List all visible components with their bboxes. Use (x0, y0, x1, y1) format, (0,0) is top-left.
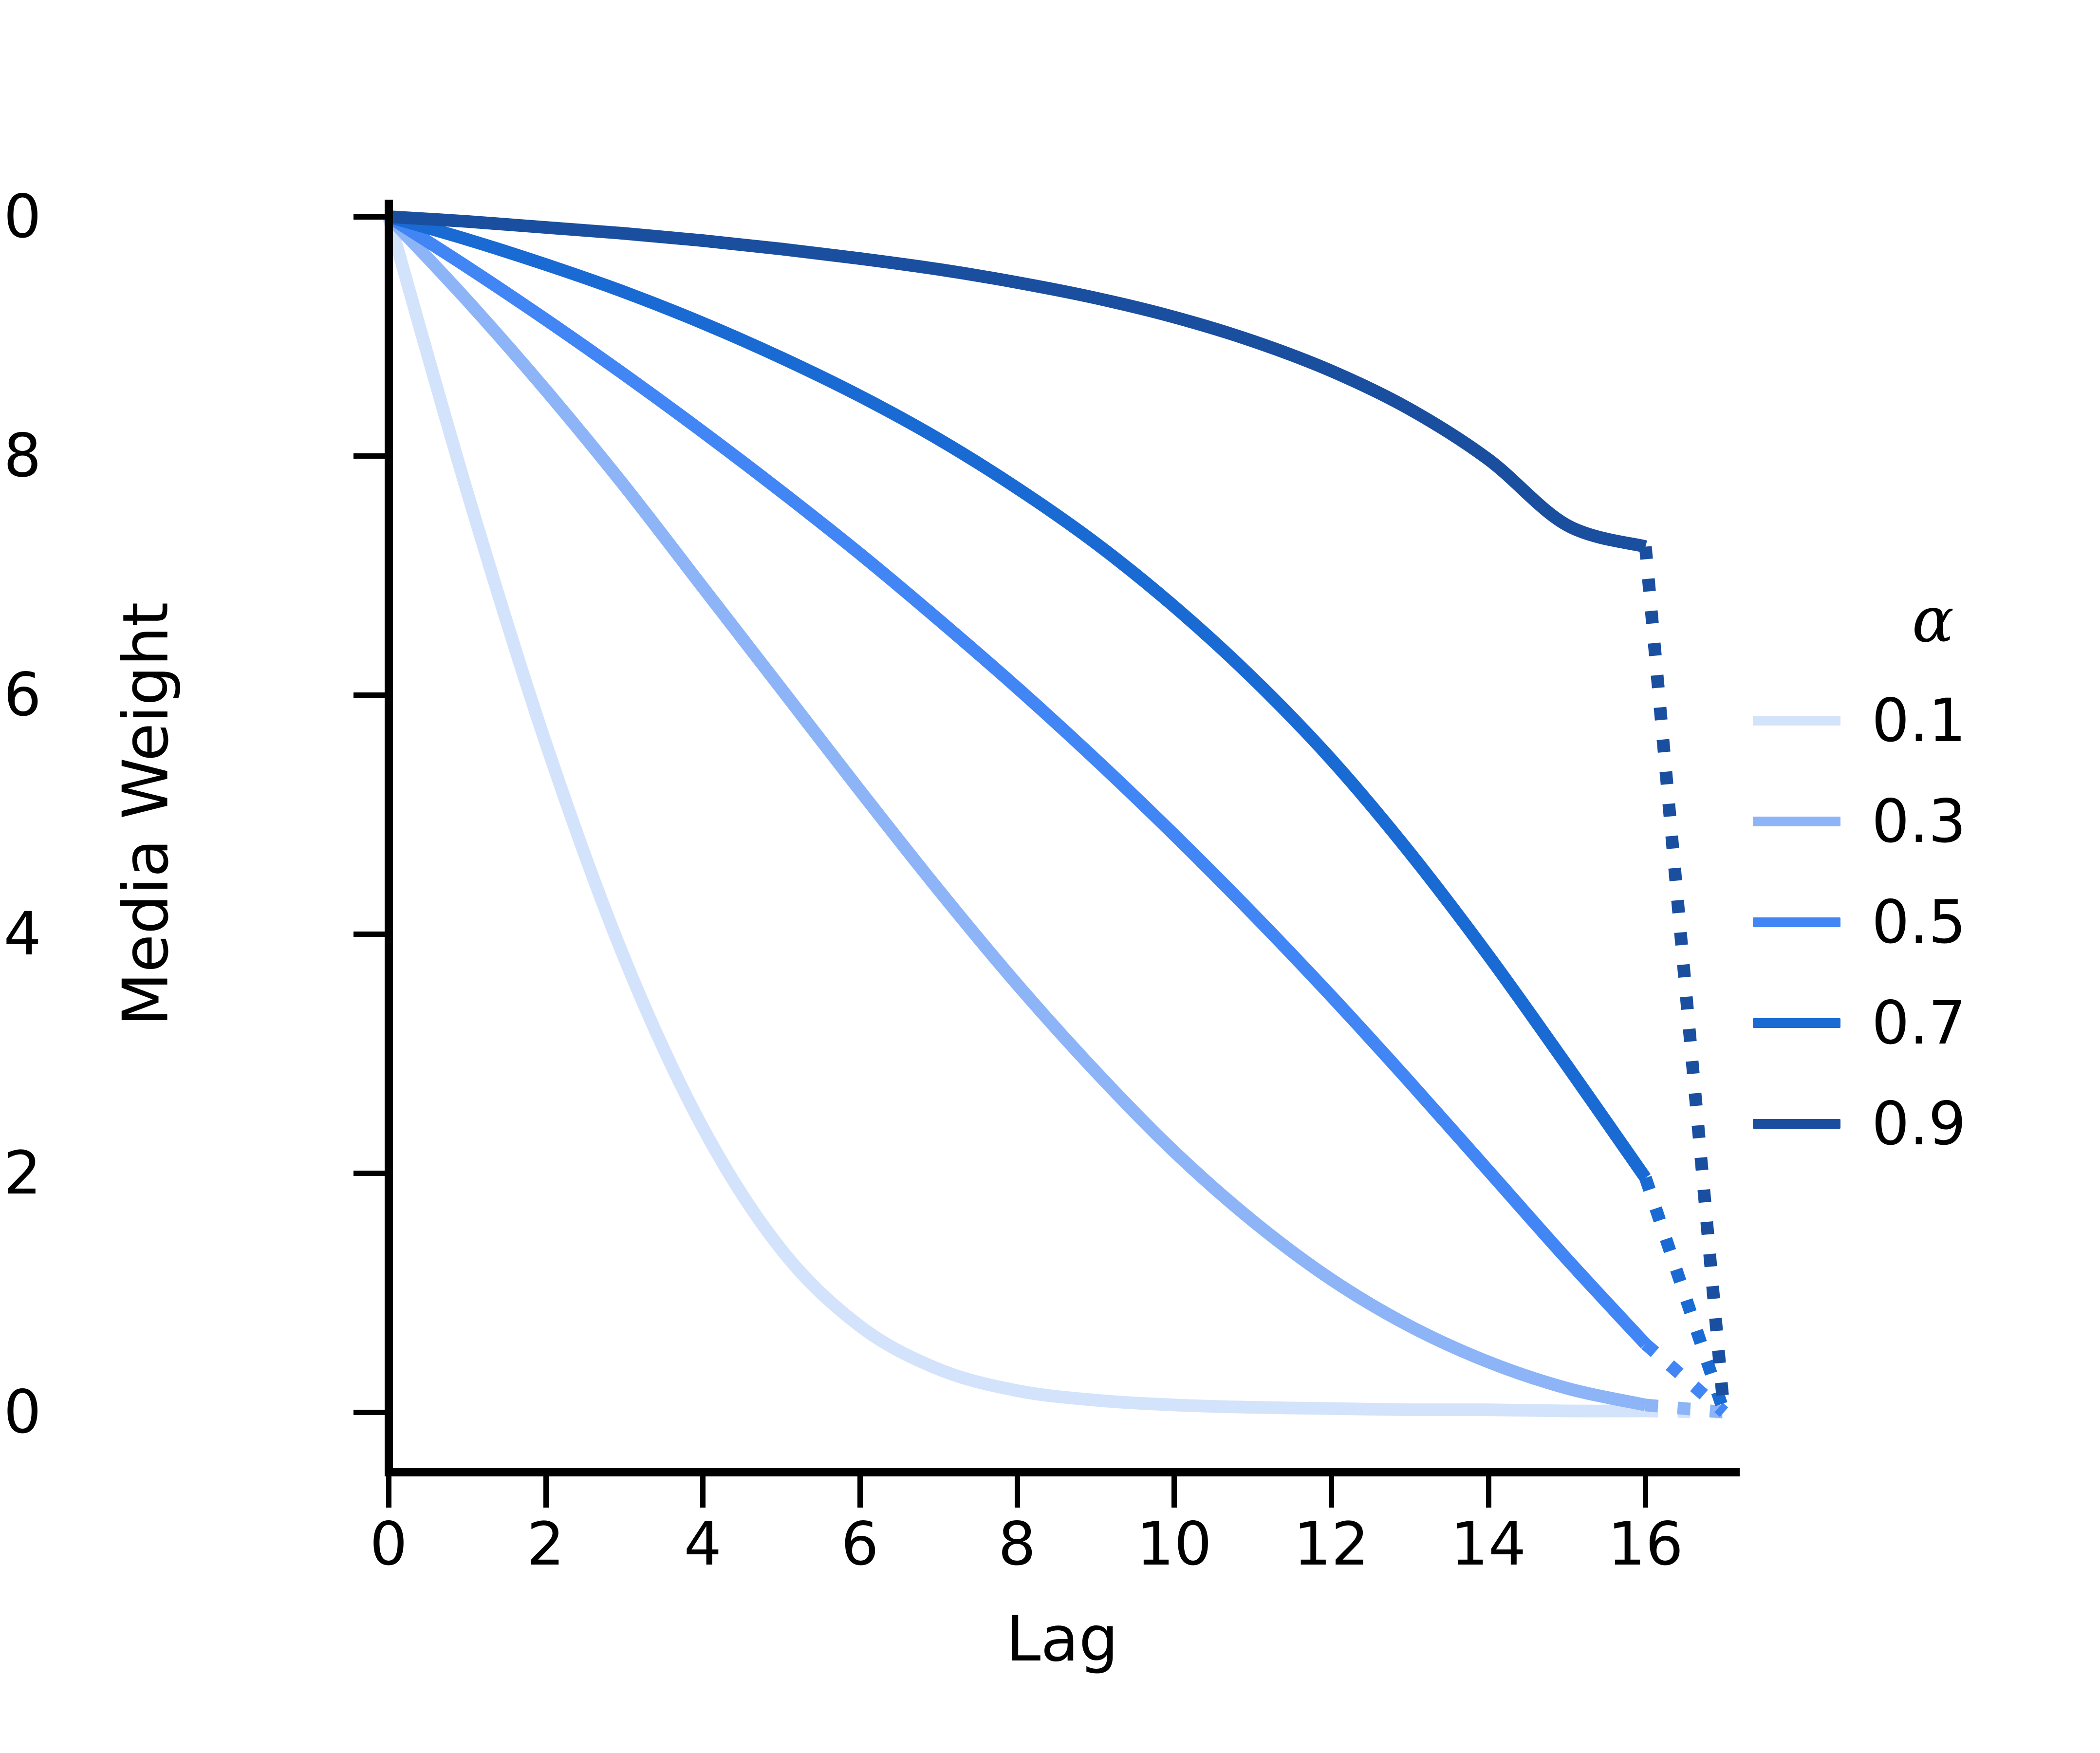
legend-items: 0.1 0.3 0.5 0.7 0.9 (1753, 686, 2074, 1158)
series-line-solid (388, 210, 1647, 553)
y-tick-label: 0.2 (0, 1138, 41, 1208)
x-axis-title: Lag (1006, 1603, 1118, 1676)
y-tick-label: 0.8 (0, 421, 41, 490)
x-tick-label: 12 (1293, 1510, 1369, 1579)
legend-color-swatch (1753, 1119, 1840, 1129)
legend-color-swatch (1753, 716, 1840, 726)
y-tick-mark (353, 453, 385, 459)
legend-color-swatch (1753, 1018, 1840, 1028)
x-tick-mark (543, 1476, 549, 1508)
legend-title: α (1912, 584, 1954, 656)
x-tick-mark (1171, 1476, 1177, 1508)
x-tick-mark (1486, 1476, 1491, 1508)
y-tick-mark (353, 1171, 385, 1176)
series-line-dotted (1639, 546, 1730, 1413)
x-axis-spine (385, 1468, 1740, 1476)
series-line-dotted (1645, 1399, 1725, 1418)
legend: α 0.1 0.3 0.5 0.7 0.9 (1753, 589, 2074, 1197)
x-tick-label: 14 (1450, 1510, 1526, 1579)
y-tick-mark (353, 692, 385, 698)
y-tick-mark (353, 214, 385, 220)
x-tick-mark (1643, 1476, 1649, 1508)
x-tick-label: 16 (1607, 1510, 1684, 1579)
x-tick-label: 10 (1136, 1510, 1212, 1579)
series-line-solid (382, 215, 1646, 1417)
series-0-3 (384, 212, 1725, 1418)
legend-item-label: 0.3 (1872, 787, 1967, 856)
y-tick-label: 0.4 (0, 899, 41, 969)
x-tick-mark (857, 1476, 863, 1508)
series-canvas (382, 210, 1730, 1418)
y-axis-title: Media Weight (110, 602, 183, 1026)
y-tick-label: 1.0 (0, 182, 41, 251)
legend-item[interactable]: 0.1 (1753, 686, 2074, 755)
legend-item[interactable]: 0.7 (1753, 988, 2074, 1058)
legend-item[interactable]: 0.5 (1753, 888, 2074, 957)
x-tick-label: 0 (370, 1510, 408, 1579)
series-line-solid (385, 211, 1651, 1348)
legend-item[interactable]: 0.9 (1753, 1089, 2074, 1158)
y-tick-label: 0.0 (0, 1378, 41, 1447)
series-0-1 (382, 215, 1724, 1418)
series-0-7 (387, 210, 1730, 1415)
x-tick-label: 8 (998, 1510, 1036, 1579)
x-tick-mark (1014, 1476, 1020, 1508)
y-tick-label: 0.6 (0, 660, 41, 729)
series-line-solid (384, 212, 1647, 1411)
y-tick-mark (353, 1410, 385, 1415)
legend-color-swatch (1753, 917, 1840, 927)
x-tick-label: 6 (841, 1510, 879, 1579)
legend-item-label: 0.9 (1872, 1089, 1967, 1158)
x-tick-label: 4 (684, 1510, 722, 1579)
legend-color-swatch (1753, 817, 1840, 826)
plot-area (382, 210, 1736, 1418)
y-axis-spine (385, 200, 393, 1472)
legend-item-label: 0.1 (1872, 686, 1967, 755)
legend-item-label: 0.7 (1872, 988, 1967, 1058)
series-0-5 (385, 211, 1728, 1417)
legend-item[interactable]: 0.3 (1753, 787, 2074, 856)
x-tick-label: 2 (526, 1510, 565, 1579)
series-line-solid (387, 210, 1651, 1182)
y-tick-mark (353, 932, 385, 937)
x-tick-mark (386, 1476, 391, 1508)
legend-item-label: 0.5 (1872, 888, 1967, 957)
x-tick-mark (700, 1476, 706, 1508)
series-0-9 (388, 210, 1730, 1413)
x-tick-mark (1329, 1476, 1335, 1508)
series-line-dotted (1641, 1339, 1728, 1417)
